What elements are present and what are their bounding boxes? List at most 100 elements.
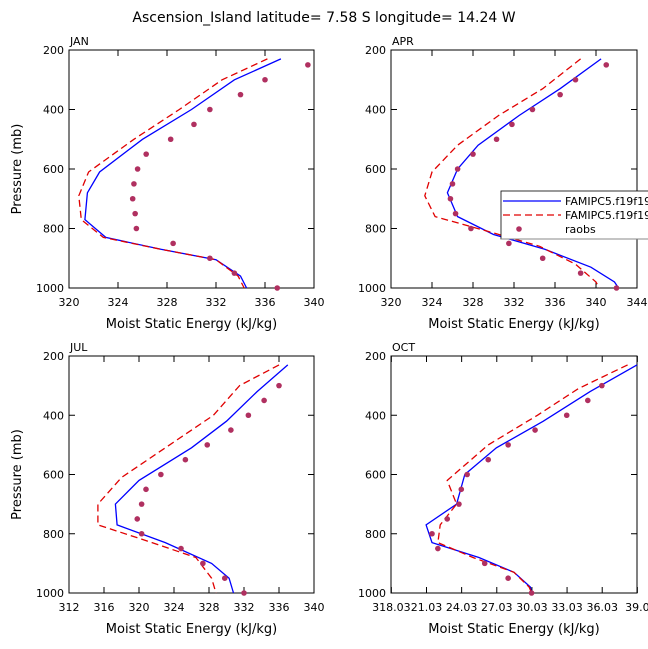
raobs-marker xyxy=(276,382,282,389)
x-tick-label: 332 xyxy=(234,601,255,614)
x-tick-label: 316 xyxy=(94,601,115,614)
plot-frame xyxy=(390,49,638,289)
y-tick-label: 200 xyxy=(43,44,64,57)
x-tick-label: 328 xyxy=(157,296,178,309)
panel-jul: JUL 312 316 320 324 328 332 336 340 200 400 600 800 1… xyxy=(10,341,325,637)
y-tick-label: 400 xyxy=(43,409,64,422)
raobs-marker xyxy=(464,471,470,478)
raobs-marker xyxy=(262,76,268,83)
x-tick-label: 39.0 xyxy=(625,601,648,614)
x-tick-label: 320 xyxy=(59,296,80,309)
raobs-marker xyxy=(191,121,197,128)
raobs-marker xyxy=(532,427,538,433)
y-tick-label: 1000 xyxy=(358,282,386,295)
raobs-marker xyxy=(138,530,145,537)
raobs-marker xyxy=(557,91,563,98)
x-axis-label: Moist Static Energy (kJ/kg) xyxy=(106,317,277,332)
y-tick-label: 1000 xyxy=(36,587,64,600)
raobs-marker xyxy=(134,166,141,172)
raobs-marker xyxy=(452,210,459,217)
raobs-marker xyxy=(221,575,228,581)
legend-label: FAMIPC5.f19f19. xyxy=(565,195,648,208)
panels: JAN 320 324 328 332 336 340 200 400 600 800 1000 Moi… xyxy=(10,35,648,637)
raobs-marker xyxy=(237,91,244,98)
x-tick-label: 332 xyxy=(206,296,227,309)
legend-label: FAMIPC5.f19f19. xyxy=(565,209,648,222)
legend-label: raobs xyxy=(565,223,596,236)
model-line-solid xyxy=(446,58,620,289)
raobs-marker xyxy=(143,151,149,157)
raobs-marker xyxy=(274,285,281,291)
x-tick-label: 30.03 xyxy=(516,601,548,614)
y-tick-label: 200 xyxy=(43,350,64,363)
raobs-marker xyxy=(505,442,511,448)
x-tick-label: 27.03 xyxy=(481,601,513,614)
panel-oct: OCT 318.03 21.03 24.03 27.03 30.03 33.03 36.03 3… xyxy=(358,341,648,637)
x-tick-label: 320 xyxy=(381,296,402,309)
raobs-marker xyxy=(470,151,476,157)
raobs-marker xyxy=(132,210,138,217)
y-tick-label: 800 xyxy=(43,223,64,236)
panel-title: OCT xyxy=(392,341,415,354)
x-tick-label: 328 xyxy=(199,601,220,614)
x-tick-label: 328 xyxy=(463,296,484,309)
panel-title: JAN xyxy=(69,35,89,48)
x-tick-label: 312 xyxy=(59,601,80,614)
x-tick-label: 21.03 xyxy=(411,601,443,614)
x-tick-label: 332 xyxy=(504,296,525,309)
model-line-dashed xyxy=(78,58,268,289)
raobs-marker xyxy=(481,560,488,567)
raobs-marker xyxy=(572,76,579,83)
raobs-marker xyxy=(493,136,500,143)
raobs-marker xyxy=(529,106,536,113)
raobs-marker xyxy=(444,516,451,522)
x-tick-label: 36.03 xyxy=(586,601,618,614)
y-tick-label: 400 xyxy=(365,104,386,117)
raobs-marker xyxy=(505,575,511,581)
y-tick-label: 600 xyxy=(43,163,64,176)
panel-apr: APR 320 324 328 332 336 340 344 200 400 600 800 1000… xyxy=(358,35,648,332)
x-tick-label: 336 xyxy=(255,296,276,309)
y-tick-label: 400 xyxy=(43,104,64,117)
x-tick-label: 340 xyxy=(304,296,325,309)
y-axis-label: Pressure (mb) xyxy=(10,429,25,520)
raobs-marker xyxy=(261,397,267,404)
raobs-marker xyxy=(468,225,474,232)
raobs-marker xyxy=(447,195,454,202)
raobs-marker xyxy=(207,255,213,262)
x-tick-label: 324 xyxy=(108,296,129,309)
x-tick-label: 336 xyxy=(269,601,290,614)
x-axis-label: Moist Static Energy (kJ/kg) xyxy=(428,622,599,637)
y-tick-label: 1000 xyxy=(36,282,64,295)
y-axis-label: Pressure (mb) xyxy=(10,124,25,215)
raobs-marker xyxy=(485,456,492,463)
raobs-marker xyxy=(129,195,136,202)
x-tick-label: 24.03 xyxy=(446,601,478,614)
x-tick-label: 324 xyxy=(164,601,185,614)
raobs-marker xyxy=(454,166,461,172)
x-tick-label: 340 xyxy=(586,296,607,309)
raobs-marker xyxy=(182,456,189,463)
y-tick-label: 800 xyxy=(43,528,64,541)
raobs-marker xyxy=(539,255,546,262)
raobs-marker xyxy=(613,285,620,291)
raobs-marker xyxy=(204,442,211,448)
x-tick-label: 324 xyxy=(422,296,443,309)
panel-title: JUL xyxy=(69,341,88,354)
raobs-marker xyxy=(241,590,247,596)
raobs-marker xyxy=(509,121,515,128)
raobs-marker xyxy=(207,106,213,113)
plot-frame xyxy=(68,49,315,289)
raobs-marker xyxy=(305,62,311,68)
y-tick-label: 800 xyxy=(365,223,386,236)
raobs-marker xyxy=(563,412,570,419)
model-line-solid xyxy=(84,58,282,289)
raobs-marker xyxy=(178,545,184,552)
raobs-marker xyxy=(528,590,535,596)
raobs-marker xyxy=(458,486,465,493)
raobs-marker xyxy=(228,427,234,433)
raobs-marker xyxy=(506,240,512,247)
raobs-marker xyxy=(435,545,441,552)
raobs-marker xyxy=(133,225,140,232)
